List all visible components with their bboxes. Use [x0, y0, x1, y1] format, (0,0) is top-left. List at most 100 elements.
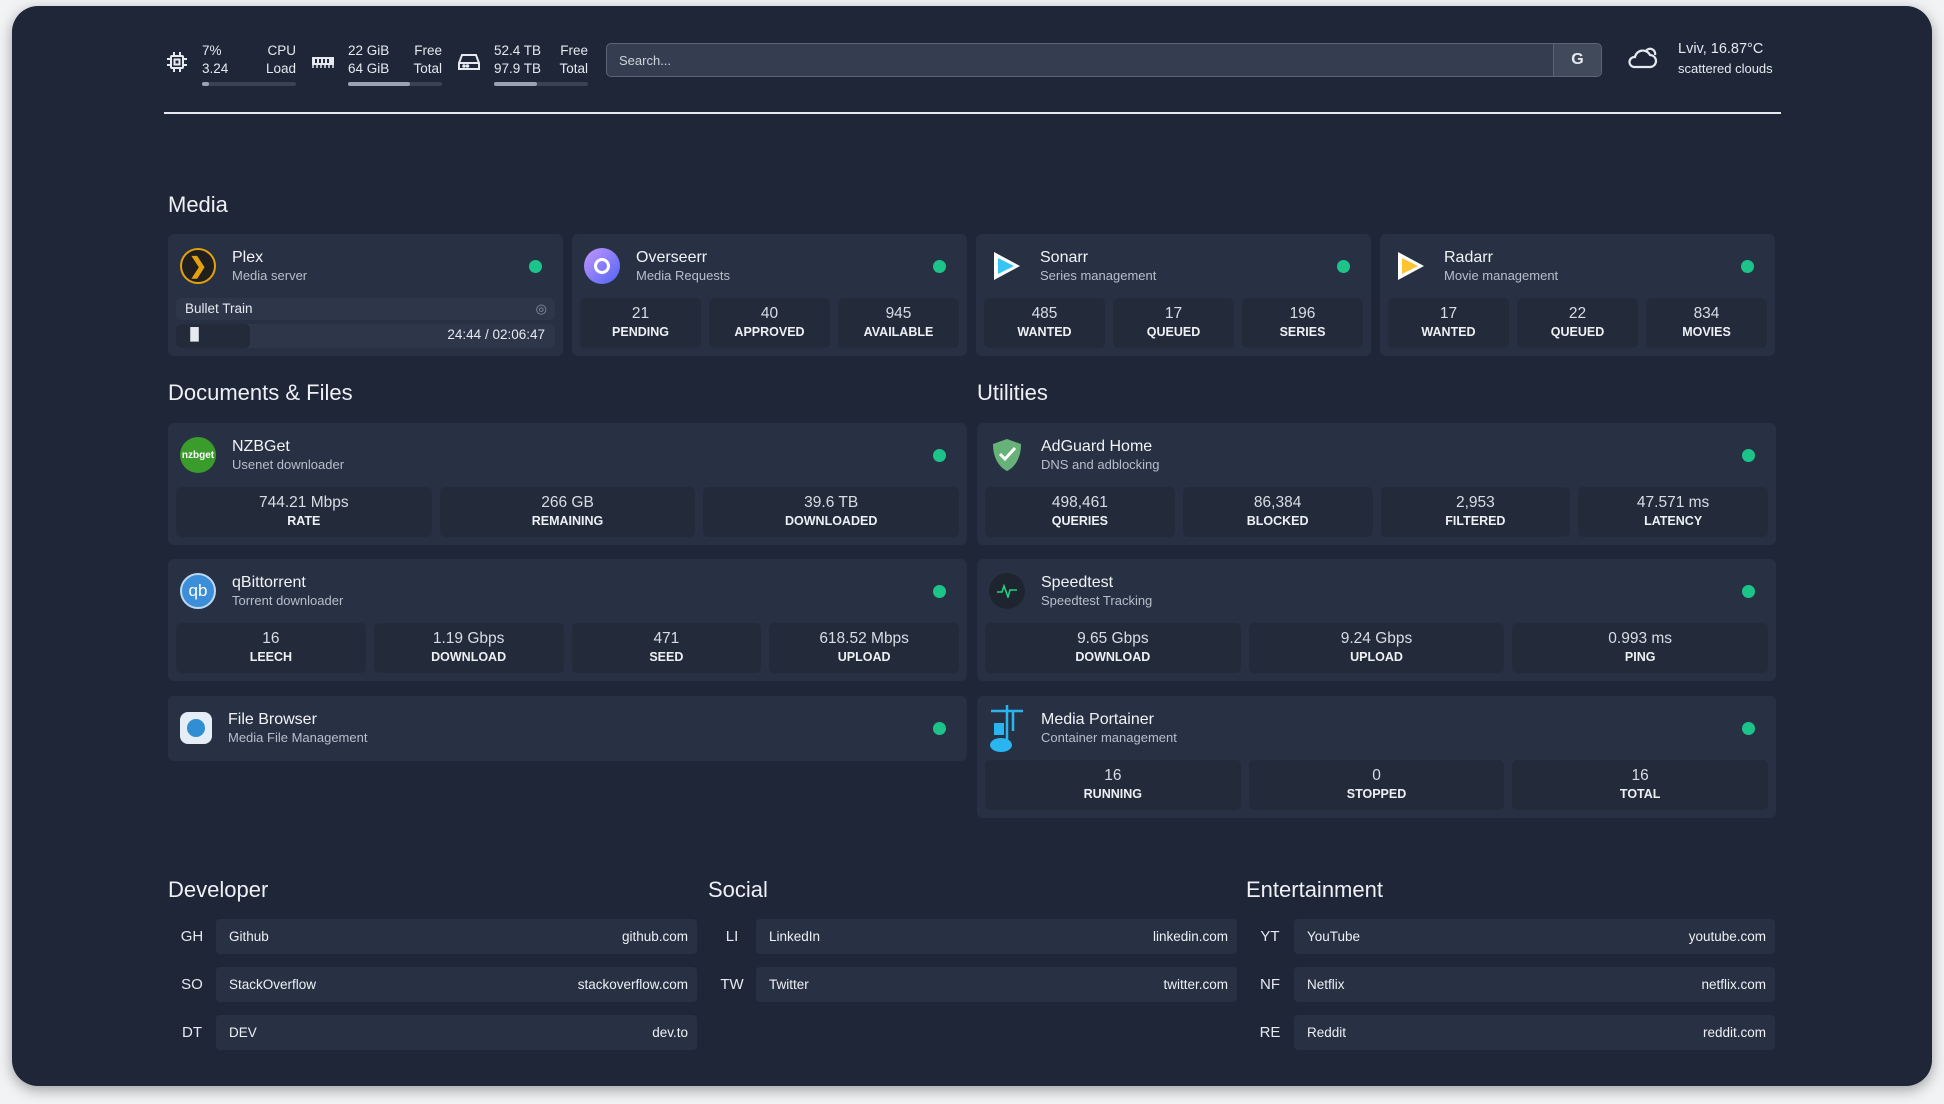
disk-widget: 52.4 TB 97.9 TB Free Total — [456, 42, 588, 86]
bookmark-url: netflix.com — [1701, 977, 1766, 992]
disk-icon — [456, 49, 482, 75]
service-card-overseerr[interactable]: Overseerr Media Requests 21 PENDING 40 APPROV… — [572, 234, 967, 356]
bookmark-link[interactable]: Twitter twitter.com — [756, 967, 1237, 1002]
bookmark-abbr: DT — [182, 1024, 202, 1041]
stat-block: 39.6 TB DOWNLOADED — [703, 487, 960, 537]
bookmark-link[interactable]: DEV dev.to — [216, 1015, 697, 1050]
stat-block: 0 STOPPED — [1248, 760, 1505, 810]
stat-block: 485 WANTED — [984, 298, 1105, 348]
stat-label: BLOCKED — [1246, 514, 1309, 528]
cpu-load: 3.24 — [202, 61, 229, 76]
service-name: Overseerr — [636, 248, 708, 266]
weather-location-temp: Lviv, 16.87°C — [1678, 41, 1764, 57]
bookmark-twitter[interactable]: TW Twitter twitter.com — [708, 967, 1237, 1002]
stat-block: 47.571 ms LATENCY — [1578, 487, 1768, 537]
stat-block: 471 SEED — [571, 623, 762, 673]
service-name: Sonarr — [1040, 248, 1089, 266]
status-indicator — [1741, 259, 1754, 273]
search-input[interactable] — [607, 44, 1553, 76]
service-card-qbittorrent[interactable]: qb qBittorrent Torrent downloader 16 LEECH 1.… — [168, 559, 967, 681]
service-card-plex[interactable]: ❯ Plex Media server Bullet Train ◎ ▐▌ 24:44 / … — [168, 234, 563, 356]
stats-row: 16 RUNNING 0 STOPPED 16 TOTAL — [985, 760, 1769, 810]
service-card-radarr[interactable]: Radarr Movie management 17 WANTED 22 QUEUED 83… — [1380, 234, 1775, 356]
service-card-media-portainer[interactable]: Media Portainer Container management 16 RUN… — [977, 696, 1776, 818]
service-name: Media Portainer — [1041, 710, 1154, 728]
bookmark-dev[interactable]: DT DEV dev.to — [168, 1015, 697, 1050]
stat-value: 498,461 — [1051, 494, 1108, 511]
service-description: Usenet downloader — [232, 456, 345, 472]
stat-label: STOPPED — [1346, 787, 1407, 801]
stat-label: PENDING — [612, 325, 669, 339]
stat-value: 9.24 Gbps — [1340, 630, 1413, 647]
stat-value: 485 — [1031, 305, 1058, 322]
now-playing-title: Bullet Train — [185, 301, 253, 316]
stat-label: REMAINING — [531, 514, 604, 528]
service-card-file-browser[interactable]: File Browser Media File Management — [168, 696, 967, 761]
stat-value: 2,953 — [1455, 494, 1495, 511]
service-card-adguard-home[interactable]: AdGuard Home DNS and adblocking 498,461 QUE… — [977, 423, 1776, 545]
playback-progress[interactable]: ▐▌ 24:44 / 02:06:47 — [176, 324, 555, 348]
stat-value: 40 — [760, 305, 779, 322]
stat-block: 834 MOVIES — [1646, 298, 1767, 348]
load-label: Load — [265, 61, 296, 76]
bookmark-netflix[interactable]: NF Netflix netflix.com — [1246, 967, 1775, 1002]
stat-value: 86,384 — [1253, 494, 1302, 511]
nzbget-icon: nzbget — [180, 437, 216, 473]
cpu-label: CPU — [267, 43, 296, 58]
bookmark-youtube[interactable]: YT YouTube youtube.com — [1246, 919, 1775, 954]
bookmark-link[interactable]: Netflix netflix.com — [1294, 967, 1775, 1002]
stat-block: 16 LEECH — [176, 623, 366, 673]
bookmark-link[interactable]: Github github.com — [216, 919, 697, 954]
stat-value: 618.52 Mbps — [819, 630, 909, 647]
adguard-shield-icon — [989, 437, 1025, 473]
stat-block: 16 RUNNING — [985, 760, 1241, 810]
pause-icon[interactable]: ▐▌ — [186, 327, 204, 341]
stat-label: DOWNLOAD — [1075, 650, 1151, 664]
stat-value: 9.65 Gbps — [1077, 630, 1149, 647]
google-search-button[interactable]: G — [1553, 44, 1601, 76]
stats-row: 9.65 Gbps DOWNLOAD 9.24 Gbps UPLOAD 0.993 ms… — [985, 623, 1769, 673]
disk-free: 52.4 TB — [494, 43, 542, 58]
bookmark-stackoverflow[interactable]: SO StackOverflow stackoverflow.com — [168, 967, 697, 1002]
bookmark-reddit[interactable]: RE Reddit reddit.com — [1246, 1015, 1775, 1050]
stats-row: 744.21 Mbps RATE 266 GB REMAINING 39.6 TB DOW… — [176, 487, 960, 537]
section-developer: Developer — [168, 877, 269, 902]
transcode-icon: ◎ — [535, 301, 547, 316]
bookmark-linkedin[interactable]: LI LinkedIn linkedin.com — [708, 919, 1237, 954]
bookmark-url: dev.to — [652, 1025, 688, 1040]
section-social: Social — [708, 877, 768, 902]
stat-label: MOVIES — [1682, 325, 1731, 339]
bookmark-link[interactable]: LinkedIn linkedin.com — [756, 919, 1237, 954]
service-description: Speedtest Tracking — [1041, 592, 1153, 608]
progress-fill — [176, 324, 250, 348]
service-card-sonarr[interactable]: Sonarr Series management 485 WANTED 17 QUEUED… — [976, 234, 1371, 356]
bookmark-github[interactable]: GH Github github.com — [168, 919, 697, 954]
sonarr-icon — [988, 248, 1024, 284]
service-card-nzbget[interactable]: nzbget NZBGet Usenet downloader 744.21 Mbps… — [168, 423, 967, 545]
stat-label: TOTAL — [1619, 787, 1661, 801]
plex-icon: ❯ — [180, 248, 216, 284]
stats-row: 485 WANTED 17 QUEUED 196 SERIES — [984, 298, 1363, 348]
weather-widget: Lviv, 16.87°C scattered clouds — [1626, 40, 1773, 78]
stat-value: 21 — [631, 305, 650, 322]
entertainment-bookmarks: YT YouTube youtube.com NF Netflix netflix.com… — [1246, 919, 1775, 1063]
bookmark-link[interactable]: Reddit reddit.com — [1294, 1015, 1775, 1050]
memory-bar — [348, 82, 442, 86]
bookmark-link[interactable]: YouTube youtube.com — [1294, 919, 1775, 954]
search-box: G — [606, 43, 1602, 77]
stat-block: 40 APPROVED — [709, 298, 830, 348]
free-label: Free — [560, 43, 588, 58]
total-label: Total — [559, 61, 588, 76]
bookmark-url: linkedin.com — [1152, 929, 1228, 944]
stat-value: 834 — [1693, 305, 1720, 322]
bookmark-link[interactable]: StackOverflow stackoverflow.com — [216, 967, 697, 1002]
stat-block: 2,953 FILTERED — [1380, 487, 1571, 537]
stat-block: 498,461 QUERIES — [985, 487, 1175, 537]
bookmark-name: LinkedIn — [769, 929, 821, 944]
service-card-speedtest[interactable]: Speedtest Speedtest Tracking 9.65 Gbps DOWN… — [977, 559, 1776, 681]
stat-block: 0.993 ms PING — [1512, 623, 1769, 673]
qbittorrent-icon: qb — [180, 573, 216, 609]
stat-label: FILTERED — [1445, 514, 1506, 528]
stat-block: 266 GB REMAINING — [439, 487, 696, 537]
bookmark-url: stackoverflow.com — [577, 977, 688, 992]
